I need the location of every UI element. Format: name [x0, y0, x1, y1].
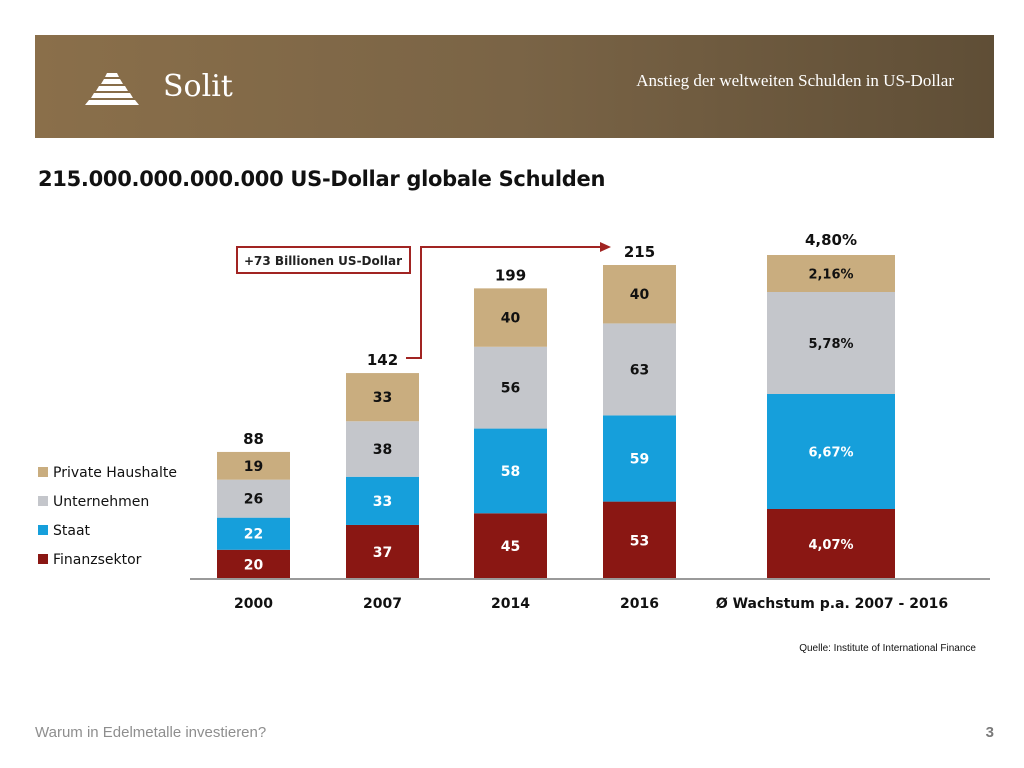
- bar-value-label: 53: [630, 533, 649, 549]
- brand-name: Solit: [163, 69, 233, 104]
- legend: Private Haushalte Unternehmen Staat Finanzs…: [38, 465, 177, 568]
- bar-total-label: 215: [624, 243, 655, 261]
- growth-segment-finanzsektor: [767, 509, 895, 579]
- bar-segment-2014-finanzsektor: [474, 513, 547, 579]
- bar-total-label: 142: [367, 351, 398, 369]
- bar-value-label: 22: [244, 527, 263, 543]
- bar-value-label: 37: [373, 545, 392, 561]
- x-tick-label: 2007: [363, 596, 402, 612]
- bar-segment-2007-private-haushalte: [346, 373, 419, 422]
- page-title: 215.000.000.000.000 US-Dollar globale Sc…: [38, 167, 606, 191]
- x-tick-label: 2014: [491, 596, 530, 612]
- bar-value-label: 20: [244, 557, 264, 573]
- bar-value-label: 38: [373, 442, 392, 458]
- bar-value-label: 56: [501, 381, 520, 397]
- growth-segment-staat: [767, 394, 895, 509]
- bar-value-label: 40: [630, 287, 650, 303]
- bar-total-label: 199: [495, 266, 526, 284]
- bar-segment-2000-finanzsektor: [217, 549, 290, 579]
- growth-value-label: 5,78%: [808, 337, 853, 352]
- bar-value-label: 40: [501, 311, 521, 327]
- annotation-text: +73 Billionen US-Dollar: [244, 254, 402, 268]
- bar-value-label: 59: [630, 452, 649, 468]
- bar-segment-2014-private-haushalte: [474, 288, 547, 347]
- bar-segment-2016-finanzsektor: [603, 501, 676, 579]
- header-title: Anstieg der weltweiten Schulden in US-Do…: [636, 71, 954, 90]
- legend-label: Staat: [53, 523, 91, 539]
- bar-segment-2000-private-haushalte: [217, 451, 290, 480]
- bar-value-label: 58: [501, 464, 520, 480]
- legend-label: Unternehmen: [53, 494, 149, 510]
- bar-total-label: 88: [243, 430, 264, 448]
- growth-value-label: 6,67%: [808, 446, 853, 461]
- legend-swatch: [38, 467, 48, 477]
- pyramid-logo-icon: [85, 73, 139, 105]
- bar-segment-2007-finanzsektor: [346, 524, 419, 579]
- page-number: 3: [985, 724, 994, 741]
- growth-segment-unternehmen: [767, 292, 895, 394]
- annotation-arrow-line: [406, 246, 600, 359]
- x-tick-label: 2000: [234, 596, 273, 612]
- bar-segment-2014-unternehmen: [474, 346, 547, 429]
- bar-segment-2016-private-haushalte: [603, 265, 676, 324]
- legend-swatch: [38, 525, 48, 535]
- annotation-arrowhead: [600, 242, 611, 252]
- bar-value-label: 33: [373, 390, 392, 406]
- growth-total-label: 4,80%: [805, 231, 857, 249]
- bar-segment-2007-staat: [346, 476, 419, 525]
- growth-value-label: 2,16%: [808, 268, 853, 283]
- legend-label: Private Haushalte: [53, 465, 177, 481]
- x-tick-labels: 2000 2007 2014 2016 Ø Wachstum p.a. 2007 - 2…: [234, 596, 948, 612]
- legend-swatch: [38, 554, 48, 564]
- x-tick-label: 2016: [620, 596, 659, 612]
- source-note: Quelle: Institute of International Finan…: [799, 643, 976, 654]
- footer-text: Warum in Edelmetalle investieren?: [35, 724, 267, 741]
- bar-segment-2000-unternehmen: [217, 479, 290, 518]
- bar-segment-2014-staat: [474, 428, 547, 514]
- legend-label: Finanzsektor: [53, 552, 142, 568]
- bar-value-label: 26: [244, 492, 263, 508]
- x-tick-label: Ø Wachstum p.a. 2007 - 2016: [716, 596, 948, 612]
- bar-segment-2000-staat: [217, 517, 290, 550]
- bar-segment-2016-unternehmen: [603, 323, 676, 416]
- bar-segment-2016-staat: [603, 415, 676, 502]
- labels-group: 20 22 26 19 88 37 33 38 33 142 45 58 56 40 199 53 59 63 40…: [243, 231, 857, 573]
- bar-value-label: 45: [501, 539, 520, 555]
- bar-value-label: 19: [244, 459, 263, 475]
- bar-value-label: 63: [630, 362, 649, 378]
- annotation-box: [236, 246, 411, 274]
- growth-value-label: 4,07%: [808, 538, 853, 553]
- growth-segment-private-haushalte: [767, 255, 895, 292]
- bar-segment-2007-unternehmen: [346, 421, 419, 477]
- annotation: +73 Billionen US-Dollar: [236, 242, 611, 359]
- legend-swatch: [38, 496, 48, 506]
- header-banner: Solit Anstieg der weltweiten Schulden in…: [35, 35, 994, 138]
- bar-value-label: 33: [373, 494, 392, 510]
- bars-group: [217, 255, 895, 579]
